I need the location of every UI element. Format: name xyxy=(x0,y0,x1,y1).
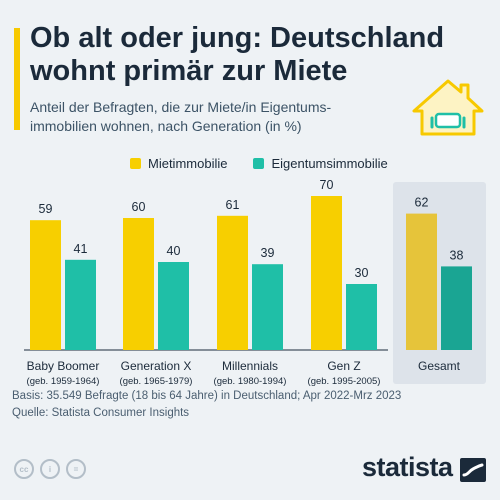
chart-legend: Mietimmobilie Eigentumsimmobilie xyxy=(130,156,414,171)
bar-eigentum-4 xyxy=(441,266,472,350)
category-sublabel-3: (geb. 1995-2005) xyxy=(308,376,381,387)
license-icons: cc i = xyxy=(14,459,92,479)
legend-swatch-eigentum xyxy=(253,158,265,169)
category-sublabel-1: (geb. 1965-1979) xyxy=(120,376,193,387)
legend-label-eigentum: Eigentumsimmobilie xyxy=(271,156,388,171)
bar-miete-0 xyxy=(30,220,61,350)
creative-commons-icon[interactable]: cc xyxy=(14,459,34,479)
category-sublabel-2: (geb. 1980-1994) xyxy=(214,376,287,387)
data-label-miete-2: 61 xyxy=(226,198,240,212)
category-sublabel-0: (geb. 1959-1964) xyxy=(27,376,100,387)
statista-wordmark[interactable]: statista xyxy=(362,452,453,482)
bar-miete-4 xyxy=(406,213,437,350)
no-derivatives-icon[interactable]: = xyxy=(66,459,86,479)
data-label-eigentum-3: 30 xyxy=(355,266,369,280)
statista-logo-icon[interactable] xyxy=(460,458,486,482)
category-label-4: Gesamt xyxy=(418,359,461,373)
title-accent-bar xyxy=(14,28,20,130)
basis-note: Basis: 35.549 Befragte (18 bis 64 Jahre)… xyxy=(12,390,402,402)
category-label-2: Millennials xyxy=(222,359,278,373)
bar-eigentum-2 xyxy=(252,264,283,350)
title-line-1: Ob alt oder jung: Deutschland xyxy=(30,22,445,54)
data-label-eigentum-4: 38 xyxy=(450,248,464,262)
data-label-eigentum-1: 40 xyxy=(167,244,181,258)
legend-item-eigentum: Eigentumsimmobilie xyxy=(253,156,388,171)
source-note: Quelle: Statista Consumer Insights xyxy=(12,407,190,419)
title-line-2: wohnt primär zur Miete xyxy=(30,55,348,87)
footer-note: Basis: 35.549 Befragte (18 bis 64 Jahre)… xyxy=(12,388,401,422)
attribution-icon[interactable]: i xyxy=(40,459,60,479)
data-label-eigentum-0: 41 xyxy=(74,242,88,256)
subtitle-line-2: immobilien wohnen, nach Generation (in %… xyxy=(30,118,302,134)
bar-eigentum-3 xyxy=(346,284,377,350)
category-label-0: Baby Boomer xyxy=(27,359,100,373)
bar-miete-1 xyxy=(123,218,154,350)
data-label-miete-3: 70 xyxy=(320,178,334,192)
legend-item-miete: Mietimmobilie xyxy=(130,156,227,171)
data-label-miete-1: 60 xyxy=(132,200,146,214)
data-label-miete-0: 59 xyxy=(39,202,53,216)
legend-swatch-miete xyxy=(130,158,141,169)
bar-miete-2 xyxy=(217,215,248,350)
chart-title: Ob alt oder jung: Deutschland wohnt prim… xyxy=(30,22,470,88)
bar-eigentum-1 xyxy=(158,262,189,350)
bar-eigentum-0 xyxy=(65,259,96,350)
category-label-3: Gen Z xyxy=(327,359,360,373)
house-with-sofa-icon xyxy=(412,79,484,136)
bar-miete-3 xyxy=(311,196,342,350)
subtitle-line-1: Anteil der Befragten, die zur Miete/in E… xyxy=(30,99,332,115)
data-label-eigentum-2: 39 xyxy=(261,246,275,260)
chart-subtitle: Anteil der Befragten, die zur Miete/in E… xyxy=(30,98,390,136)
legend-label-miete: Mietimmobilie xyxy=(148,156,228,171)
category-label-1: Generation X xyxy=(121,359,192,373)
data-label-miete-4: 62 xyxy=(415,196,429,210)
